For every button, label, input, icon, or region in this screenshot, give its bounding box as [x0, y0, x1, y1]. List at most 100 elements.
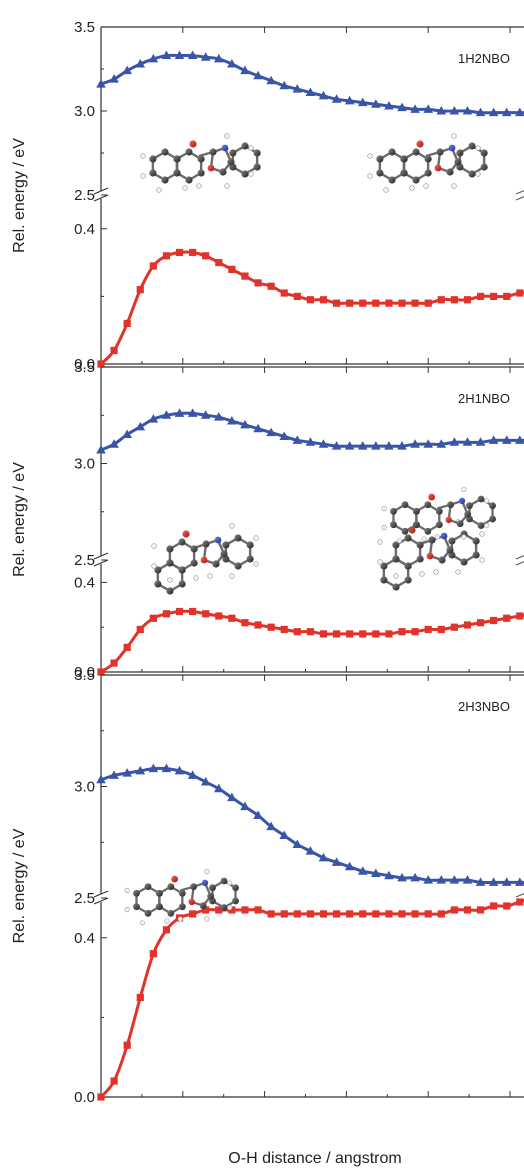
- carbon-atom: [234, 534, 242, 542]
- carbon-atom: [173, 169, 181, 177]
- carbon-atom: [424, 501, 432, 509]
- data-point: [501, 107, 512, 117]
- data-point: [436, 875, 447, 884]
- carbon-atom: [380, 576, 388, 584]
- data-point: [490, 902, 498, 910]
- data-point: [267, 282, 275, 290]
- data-point: [359, 299, 367, 307]
- carbon-atom: [246, 555, 254, 563]
- data-point: [331, 441, 342, 450]
- data-point: [135, 765, 146, 775]
- carbon-atom: [190, 883, 198, 891]
- carbon-atom: [424, 527, 432, 535]
- ground-state-series: [97, 607, 524, 676]
- carbon-atom: [416, 541, 424, 549]
- y-tick-label: 0.4: [74, 221, 95, 238]
- data-point: [97, 668, 105, 676]
- data-point: [475, 877, 486, 886]
- carbon-atom: [390, 507, 397, 515]
- data-point: [319, 910, 328, 918]
- series-line: [99, 899, 524, 1099]
- nitrogen-atom: [458, 497, 466, 505]
- y-tick-label: 3.5: [74, 359, 95, 376]
- data-point: [357, 97, 368, 107]
- data-point: [110, 659, 118, 667]
- hydrogen-atom: [479, 531, 485, 537]
- hydrogen-atom: [377, 539, 383, 545]
- right-axis-break: [515, 555, 524, 566]
- hydrogen-atom: [167, 577, 173, 583]
- data-point: [215, 259, 223, 267]
- carbon-atom: [400, 155, 408, 163]
- carbon-atom: [144, 909, 152, 917]
- hydrogen-atom: [229, 573, 235, 579]
- data-point: [436, 106, 447, 115]
- y-tick-label: 2.5: [74, 552, 95, 569]
- carbon-atom: [246, 541, 254, 549]
- data-point: [411, 910, 419, 918]
- carbon-atom: [178, 538, 186, 546]
- carbon-atom: [166, 545, 174, 553]
- carbon-atom: [489, 515, 496, 523]
- data-point: [149, 950, 157, 958]
- carbon-atom: [178, 580, 186, 588]
- carbon-atom: [468, 142, 476, 150]
- molecule-structure: [381, 486, 496, 544]
- carbon-atom: [232, 897, 239, 905]
- data-point: [189, 910, 197, 918]
- data-point: [488, 435, 499, 444]
- data-point: [332, 299, 341, 307]
- carbon-atom: [480, 163, 488, 171]
- carbon-atom: [468, 170, 476, 178]
- data-point: [254, 621, 262, 629]
- data-point: [213, 412, 224, 421]
- nitrogen-atom: [214, 536, 222, 544]
- hydrogen-atom: [475, 145, 481, 151]
- hydrogen-atom: [193, 575, 199, 581]
- carbon-atom: [428, 536, 436, 544]
- nitrogen-atom: [448, 144, 456, 152]
- carbon-atom: [133, 903, 140, 911]
- panel-2h1nbo: 3.5 3.0 2.5 0.0 0.4 Rel. energy / eV 2H1NBO: [11, 359, 524, 681]
- carbon-atom: [144, 883, 152, 891]
- data-point: [450, 296, 458, 304]
- hydrogen-atom: [475, 171, 481, 177]
- data-point: [501, 435, 512, 444]
- carbon-atom: [149, 155, 157, 163]
- data-point: [344, 861, 355, 871]
- carbon-atom: [416, 555, 424, 563]
- carbon-atom: [477, 522, 485, 530]
- data-point: [240, 65, 250, 75]
- carbon-atom: [185, 176, 193, 184]
- data-point: [450, 906, 458, 914]
- carbon-atom: [178, 566, 186, 574]
- data-point: [161, 410, 172, 419]
- oxygen-atom: [416, 140, 424, 148]
- data-point: [318, 439, 329, 448]
- data-point: [462, 875, 473, 884]
- carbon-atom: [202, 540, 210, 548]
- data-point: [110, 346, 118, 355]
- carbon-atom: [477, 495, 485, 503]
- data-point: [240, 801, 250, 811]
- data-point: [280, 910, 288, 918]
- data-point: [266, 821, 276, 831]
- hydrogen-atom: [227, 880, 233, 886]
- data-point: [437, 296, 445, 304]
- data-point: [372, 910, 380, 918]
- data-point: [189, 607, 197, 616]
- data-point: [346, 299, 354, 307]
- data-point: [162, 252, 171, 260]
- carbon-atom: [209, 148, 217, 156]
- hydrogen-atom: [124, 906, 130, 913]
- data-point: [241, 619, 249, 627]
- data-point: [254, 279, 262, 287]
- hydrogen-atom: [479, 557, 485, 563]
- hydrogen-atom: [423, 183, 429, 189]
- data-point: [136, 286, 144, 294]
- data-point: [280, 289, 288, 297]
- carbon-atom: [212, 560, 220, 568]
- oxygen-atom: [428, 493, 436, 501]
- data-point: [162, 926, 171, 934]
